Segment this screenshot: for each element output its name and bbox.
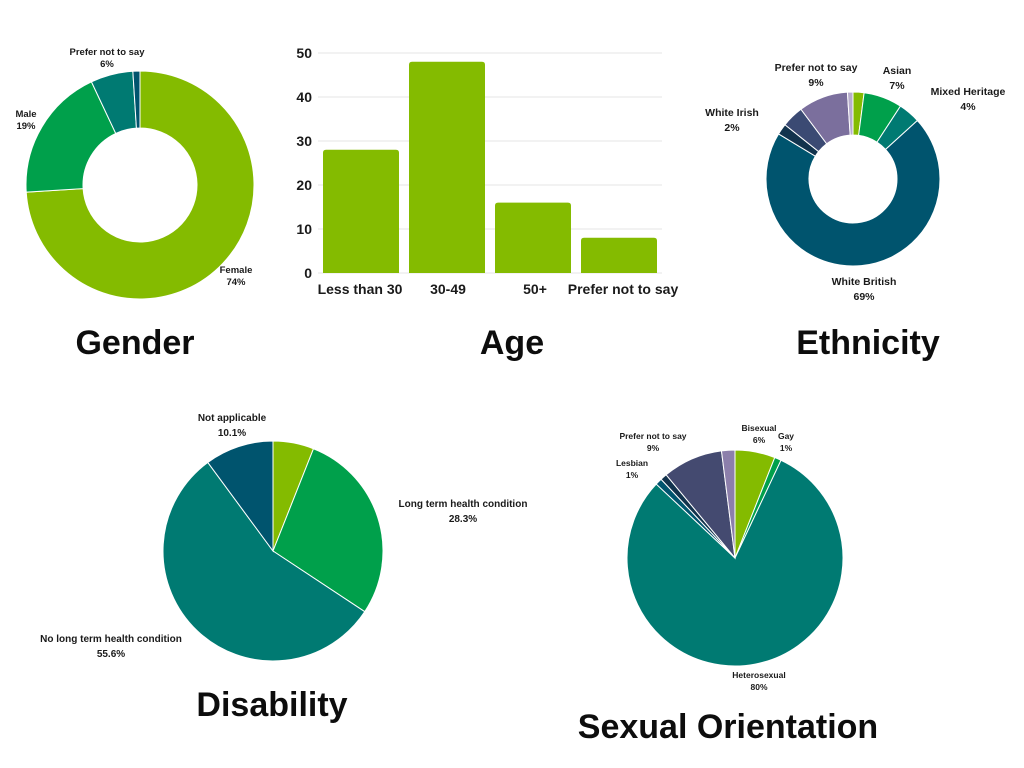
so-pct-gay: 1% bbox=[780, 443, 793, 453]
dis-label-long-term: Long term health condition bbox=[399, 499, 528, 510]
age-ytick-label: 0 bbox=[304, 265, 312, 281]
gender-title: Gender bbox=[75, 324, 194, 362]
ethnicity-slice-unlabeled-7 bbox=[846, 91, 854, 136]
dis-pct-no-long-term: 55.6% bbox=[97, 649, 125, 660]
so-label-gay: Gay bbox=[778, 431, 794, 441]
so-pct-bisexual: 6% bbox=[753, 435, 766, 445]
gender-pct-prefer-not: 6% bbox=[100, 59, 114, 70]
eth-label-asian: Asian bbox=[883, 65, 912, 77]
gender-slice-unlabeled-3 bbox=[132, 70, 141, 129]
disability-chart: Not applicable 10.1% Long term health co… bbox=[40, 413, 527, 724]
sexual-orientation-title: Sexual Orientation bbox=[578, 708, 878, 746]
eth-pct-prefer-not: 9% bbox=[808, 77, 824, 89]
sexual-orientation-slice-heterosexual bbox=[626, 459, 844, 667]
eth-label-white-british: White British bbox=[832, 276, 897, 288]
sexual-orientation-chart: Bisexual 6% Gay 1% Prefer not to say 9% … bbox=[578, 423, 878, 746]
sexual-orientation-slice-unlabeled-6 bbox=[720, 449, 736, 559]
gender-pct-male: 19% bbox=[16, 121, 36, 132]
dis-pct-not-applicable: 10.1% bbox=[218, 428, 246, 439]
disability-title: Disability bbox=[196, 686, 347, 724]
age-ytick-label: 20 bbox=[296, 177, 312, 193]
ethnicity-slice-white-british bbox=[765, 119, 941, 267]
ethnicity-title: Ethnicity bbox=[796, 324, 940, 362]
gender-slice-female bbox=[25, 70, 255, 300]
eth-label-mixed: Mixed Heritage bbox=[931, 86, 1006, 98]
gender-label-male: Male bbox=[15, 109, 36, 120]
eth-pct-asian: 7% bbox=[889, 80, 905, 92]
ethnicity-chart: Prefer not to say 9% Asian 7% Mixed Heri… bbox=[705, 62, 1005, 362]
dis-label-not-applicable: Not applicable bbox=[198, 413, 267, 424]
gender-slice-male bbox=[25, 81, 117, 193]
age-cat-50plus: 50+ bbox=[523, 281, 547, 297]
age-ytick-label: 30 bbox=[296, 133, 312, 149]
age-bar-less-than-30 bbox=[323, 149, 399, 273]
age-ytick-label: 40 bbox=[296, 89, 312, 105]
eth-label-prefer-not: Prefer not to say bbox=[775, 62, 858, 74]
gender-chart: Prefer not to say 6% Male 19% Female 74%… bbox=[15, 47, 255, 362]
gender-label-prefer-not: Prefer not to say bbox=[70, 47, 146, 58]
disability-slice-not-applicable bbox=[207, 440, 274, 553]
age-bar-prefer-not-to-say bbox=[581, 237, 657, 273]
age-bar-50- bbox=[495, 202, 571, 273]
so-label-bisexual: Bisexual bbox=[742, 423, 777, 433]
age-ytick-label: 50 bbox=[296, 45, 312, 61]
so-label-heterosexual: Heterosexual bbox=[732, 670, 785, 680]
gender-pct-female: 74% bbox=[226, 277, 246, 288]
eth-pct-white-british: 69% bbox=[853, 291, 875, 303]
gender-label-female: Female bbox=[220, 265, 253, 276]
age-cat-lt30: Less than 30 bbox=[318, 281, 403, 297]
eth-label-white-irish: White Irish bbox=[705, 107, 759, 119]
age-title: Age bbox=[480, 324, 544, 362]
so-pct-prefer-not: 9% bbox=[647, 443, 660, 453]
disability-slice-no-long-term-health-condition bbox=[162, 461, 366, 662]
dis-pct-long-term: 28.3% bbox=[449, 514, 477, 525]
dis-label-no-long-term: No long term health condition bbox=[40, 634, 182, 645]
so-label-prefer-not: Prefer not to say bbox=[619, 431, 686, 441]
age-cat-prefer-not: Prefer not to say bbox=[568, 281, 679, 297]
eth-pct-mixed: 4% bbox=[960, 101, 976, 113]
age-bar-30-49 bbox=[409, 61, 485, 273]
disability-slice-long-term-health-condition bbox=[272, 448, 384, 613]
so-label-lesbian: Lesbian bbox=[616, 458, 648, 468]
age-cat-30-49: 30-49 bbox=[430, 281, 466, 297]
so-pct-heterosexual: 80% bbox=[750, 682, 767, 692]
eth-pct-white-irish: 2% bbox=[724, 122, 740, 134]
age-chart: 0 10 20 30 40 50 Less than 30 30-49 50+ Prefe… bbox=[296, 45, 678, 362]
so-pct-lesbian: 1% bbox=[626, 470, 639, 480]
age-ytick-label: 10 bbox=[296, 221, 312, 237]
